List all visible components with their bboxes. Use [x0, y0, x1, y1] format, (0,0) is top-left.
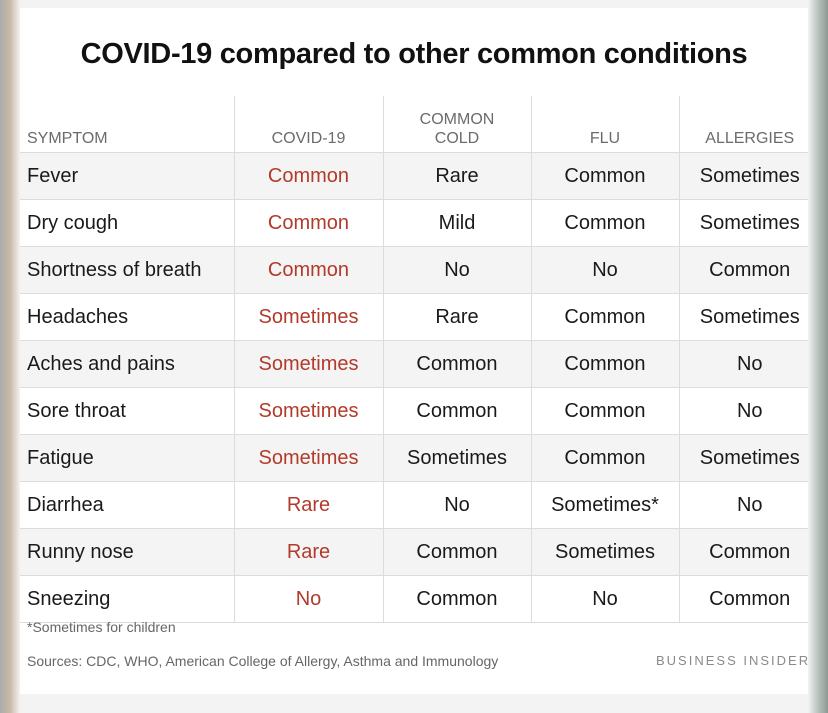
table-row: Sneezing No Common No Common — [20, 575, 808, 623]
covid-cell: Sometimes — [233, 293, 383, 341]
allergies-cell: Sometimes — [678, 199, 808, 247]
covid-cell: No — [233, 575, 383, 623]
cold-cell: No — [382, 481, 531, 529]
cold-cell: Common — [382, 528, 531, 576]
allergies-cell: Sometimes — [678, 152, 808, 200]
flu-cell: Common — [530, 293, 679, 341]
comparison-table: SYMPTOM COVID-19 COMMON COLD FLU ALLERGIE… — [20, 96, 808, 623]
allergies-cell: Common — [678, 246, 808, 294]
cold-cell: Common — [382, 575, 531, 623]
allergies-cell: Common — [678, 528, 808, 576]
header-common-cold-line2: COLD — [434, 130, 480, 147]
brand-logo-text: BUSINESS INSIDER — [656, 653, 808, 668]
flu-cell: Common — [530, 387, 679, 435]
allergies-cell: No — [678, 481, 808, 529]
table-row: Shortness of breath Common No No Common — [20, 246, 808, 294]
table-row: Dry cough Common Mild Common Sometimes — [20, 199, 808, 247]
table-row: Runny nose Rare Common Sometimes Common — [20, 528, 808, 576]
header-symptom: SYMPTOM — [27, 130, 108, 147]
cold-cell: No — [382, 246, 531, 294]
covid-cell: Rare — [233, 528, 383, 576]
allergies-cell: No — [678, 340, 808, 388]
allergies-cell: Common — [678, 575, 808, 623]
allergies-cell: Sometimes — [678, 293, 808, 341]
table-row: Fever Common Rare Common Sometimes — [20, 152, 808, 200]
covid-cell: Rare — [233, 481, 383, 529]
footnote: *Sometimes for children — [27, 619, 176, 635]
header-common-cold-line1: COMMON — [419, 111, 495, 128]
allergies-cell: No — [678, 387, 808, 435]
covid-cell: Common — [233, 246, 383, 294]
header-flu: FLU — [530, 96, 679, 153]
flu-cell: Sometimes — [530, 528, 679, 576]
flu-cell: Sometimes* — [530, 481, 679, 529]
cold-cell: Common — [382, 387, 531, 435]
allergies-cell: Sometimes — [678, 434, 808, 482]
covid-cell: Sometimes — [233, 340, 383, 388]
table-row: Diarrhea Rare No Sometimes* No — [20, 481, 808, 529]
symptom-cell: Shortness of breath — [27, 258, 202, 281]
page-title: COVID-19 compared to other common condit… — [80, 38, 748, 70]
header-common-cold: COMMON COLD — [382, 96, 531, 153]
symptom-cell: Sore throat — [27, 399, 126, 422]
flu-cell: No — [530, 575, 679, 623]
symptom-cell: Fever — [27, 164, 79, 187]
symptom-cell: Headaches — [27, 305, 129, 328]
symptom-cell: Fatigue — [27, 446, 94, 469]
covid-cell: Sometimes — [233, 434, 383, 482]
table-row: Headaches Sometimes Rare Common Sometimes — [20, 293, 808, 341]
cold-cell: Rare — [382, 293, 531, 341]
flu-cell: Common — [530, 340, 679, 388]
cold-cell: Mild — [382, 199, 531, 247]
symptom-cell: Aches and pains — [27, 352, 175, 375]
header-allergies: ALLERGIES — [678, 96, 808, 153]
header-row: SYMPTOM COVID-19 COMMON COLD FLU ALLERGIE… — [20, 96, 808, 153]
table-row: Sore throat Sometimes Common Common No — [20, 387, 808, 435]
flu-cell: Common — [530, 152, 679, 200]
symptom-cell: Diarrhea — [27, 493, 104, 516]
symptom-cell: Dry cough — [27, 211, 119, 234]
covid-cell: Common — [233, 152, 383, 200]
sources-note: Sources: CDC, WHO, American College of A… — [27, 653, 499, 669]
symptom-cell: Runny nose — [27, 540, 134, 563]
covid-cell: Common — [233, 199, 383, 247]
cold-cell: Rare — [382, 152, 531, 200]
comparison-card: COVID-19 compared to other common condit… — [20, 8, 808, 694]
header-covid: COVID-19 — [233, 96, 383, 153]
cold-cell: Sometimes — [382, 434, 531, 482]
symptom-cell: Sneezing — [27, 587, 111, 610]
table-row: Aches and pains Sometimes Common Common No — [20, 340, 808, 388]
covid-cell: Sometimes — [233, 387, 383, 435]
cold-cell: Common — [382, 340, 531, 388]
table-row: Fatigue Sometimes Sometimes Common Sometimes — [20, 434, 808, 482]
flu-cell: No — [530, 246, 679, 294]
flu-cell: Common — [530, 434, 679, 482]
flu-cell: Common — [530, 199, 679, 247]
